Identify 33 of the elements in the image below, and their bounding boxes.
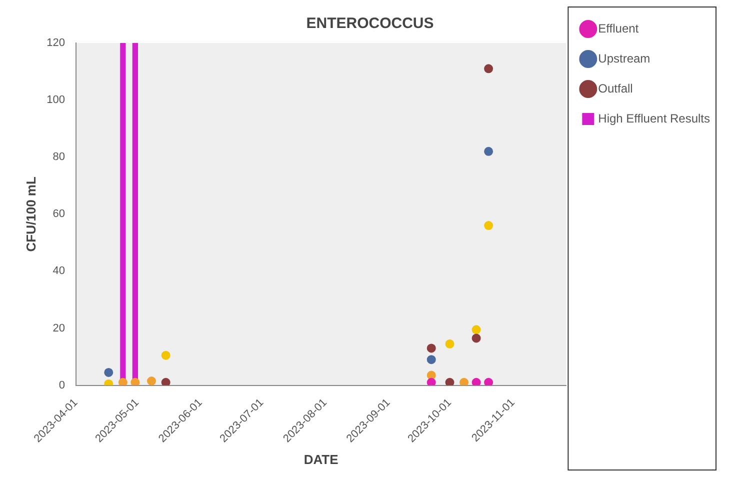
point [484,221,494,230]
point [147,376,156,386]
y-tick-label: 120 [46,37,65,50]
point [426,355,436,364]
chart-title: ENTEROCOCCUS [306,15,434,32]
point [118,378,128,386]
x-axis-title: DATE [304,452,339,467]
point [445,339,454,348]
y-tick-label: 0 [58,379,65,392]
point [484,146,494,156]
point [472,334,481,343]
point [426,378,436,386]
y-tick-label: 60 [52,208,65,220]
y-axis-title: CFU/100 mL [23,176,38,252]
point [426,344,436,353]
point [484,378,494,386]
legend-label: Effluent [598,21,640,36]
point [472,378,481,386]
point [130,378,140,386]
point [161,350,170,360]
y-tick-label: 80 [52,151,65,164]
point [472,325,481,334]
y-tick-label: 100 [46,94,65,106]
y-tick-label: 20 [52,322,65,334]
point [484,64,494,74]
point [460,378,469,386]
y-tick-label: 40 [52,265,65,278]
legend-label: Upstream [598,51,650,66]
point [445,378,454,386]
point [161,378,170,386]
legend-label: High Effluent Results [598,111,710,126]
point [104,368,114,377]
legend-label: Outfall [598,81,633,96]
